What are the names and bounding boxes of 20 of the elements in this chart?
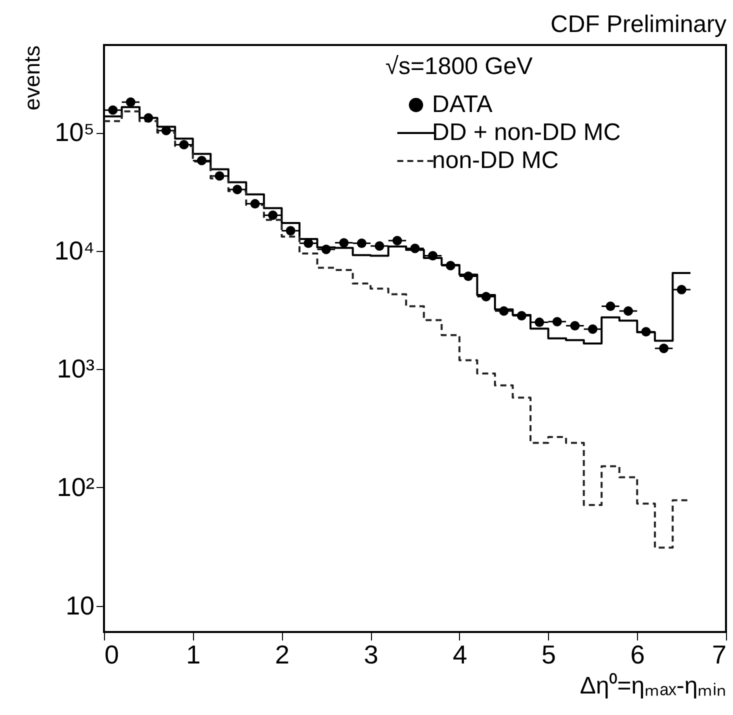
x-tick-label: 1 bbox=[186, 640, 201, 670]
x-tick-label: 4 bbox=[452, 640, 468, 670]
x-tick-label: 7 bbox=[712, 640, 726, 670]
y-tick-label: 10 bbox=[66, 590, 94, 620]
y-tick-label: 10⁴ bbox=[54, 235, 94, 266]
x-tick-label: 6 bbox=[630, 640, 645, 670]
x-tick-label: 5 bbox=[542, 640, 556, 670]
y-tick-label: 10³ bbox=[56, 354, 95, 384]
legend-label: non-DD MC bbox=[432, 147, 559, 174]
x-axis-title: Δη⁰=ηₘₐₓ-ηₘᵢₙ bbox=[580, 672, 726, 700]
x-tick-label: 3 bbox=[364, 640, 378, 670]
x-tick-label: 0 bbox=[104, 640, 119, 670]
y-tick-label: 10² bbox=[56, 472, 95, 502]
x-tick-label: 2 bbox=[274, 640, 290, 670]
y-axis-title: events bbox=[19, 46, 44, 110]
legend-label: DATA bbox=[432, 91, 492, 118]
y-tick-label: 10⁵ bbox=[54, 117, 94, 148]
annotation: √s=1800 GeV bbox=[385, 53, 533, 80]
legend-label: DD + non-DD MC bbox=[432, 119, 621, 146]
chart-title: CDF Preliminary bbox=[550, 11, 726, 38]
